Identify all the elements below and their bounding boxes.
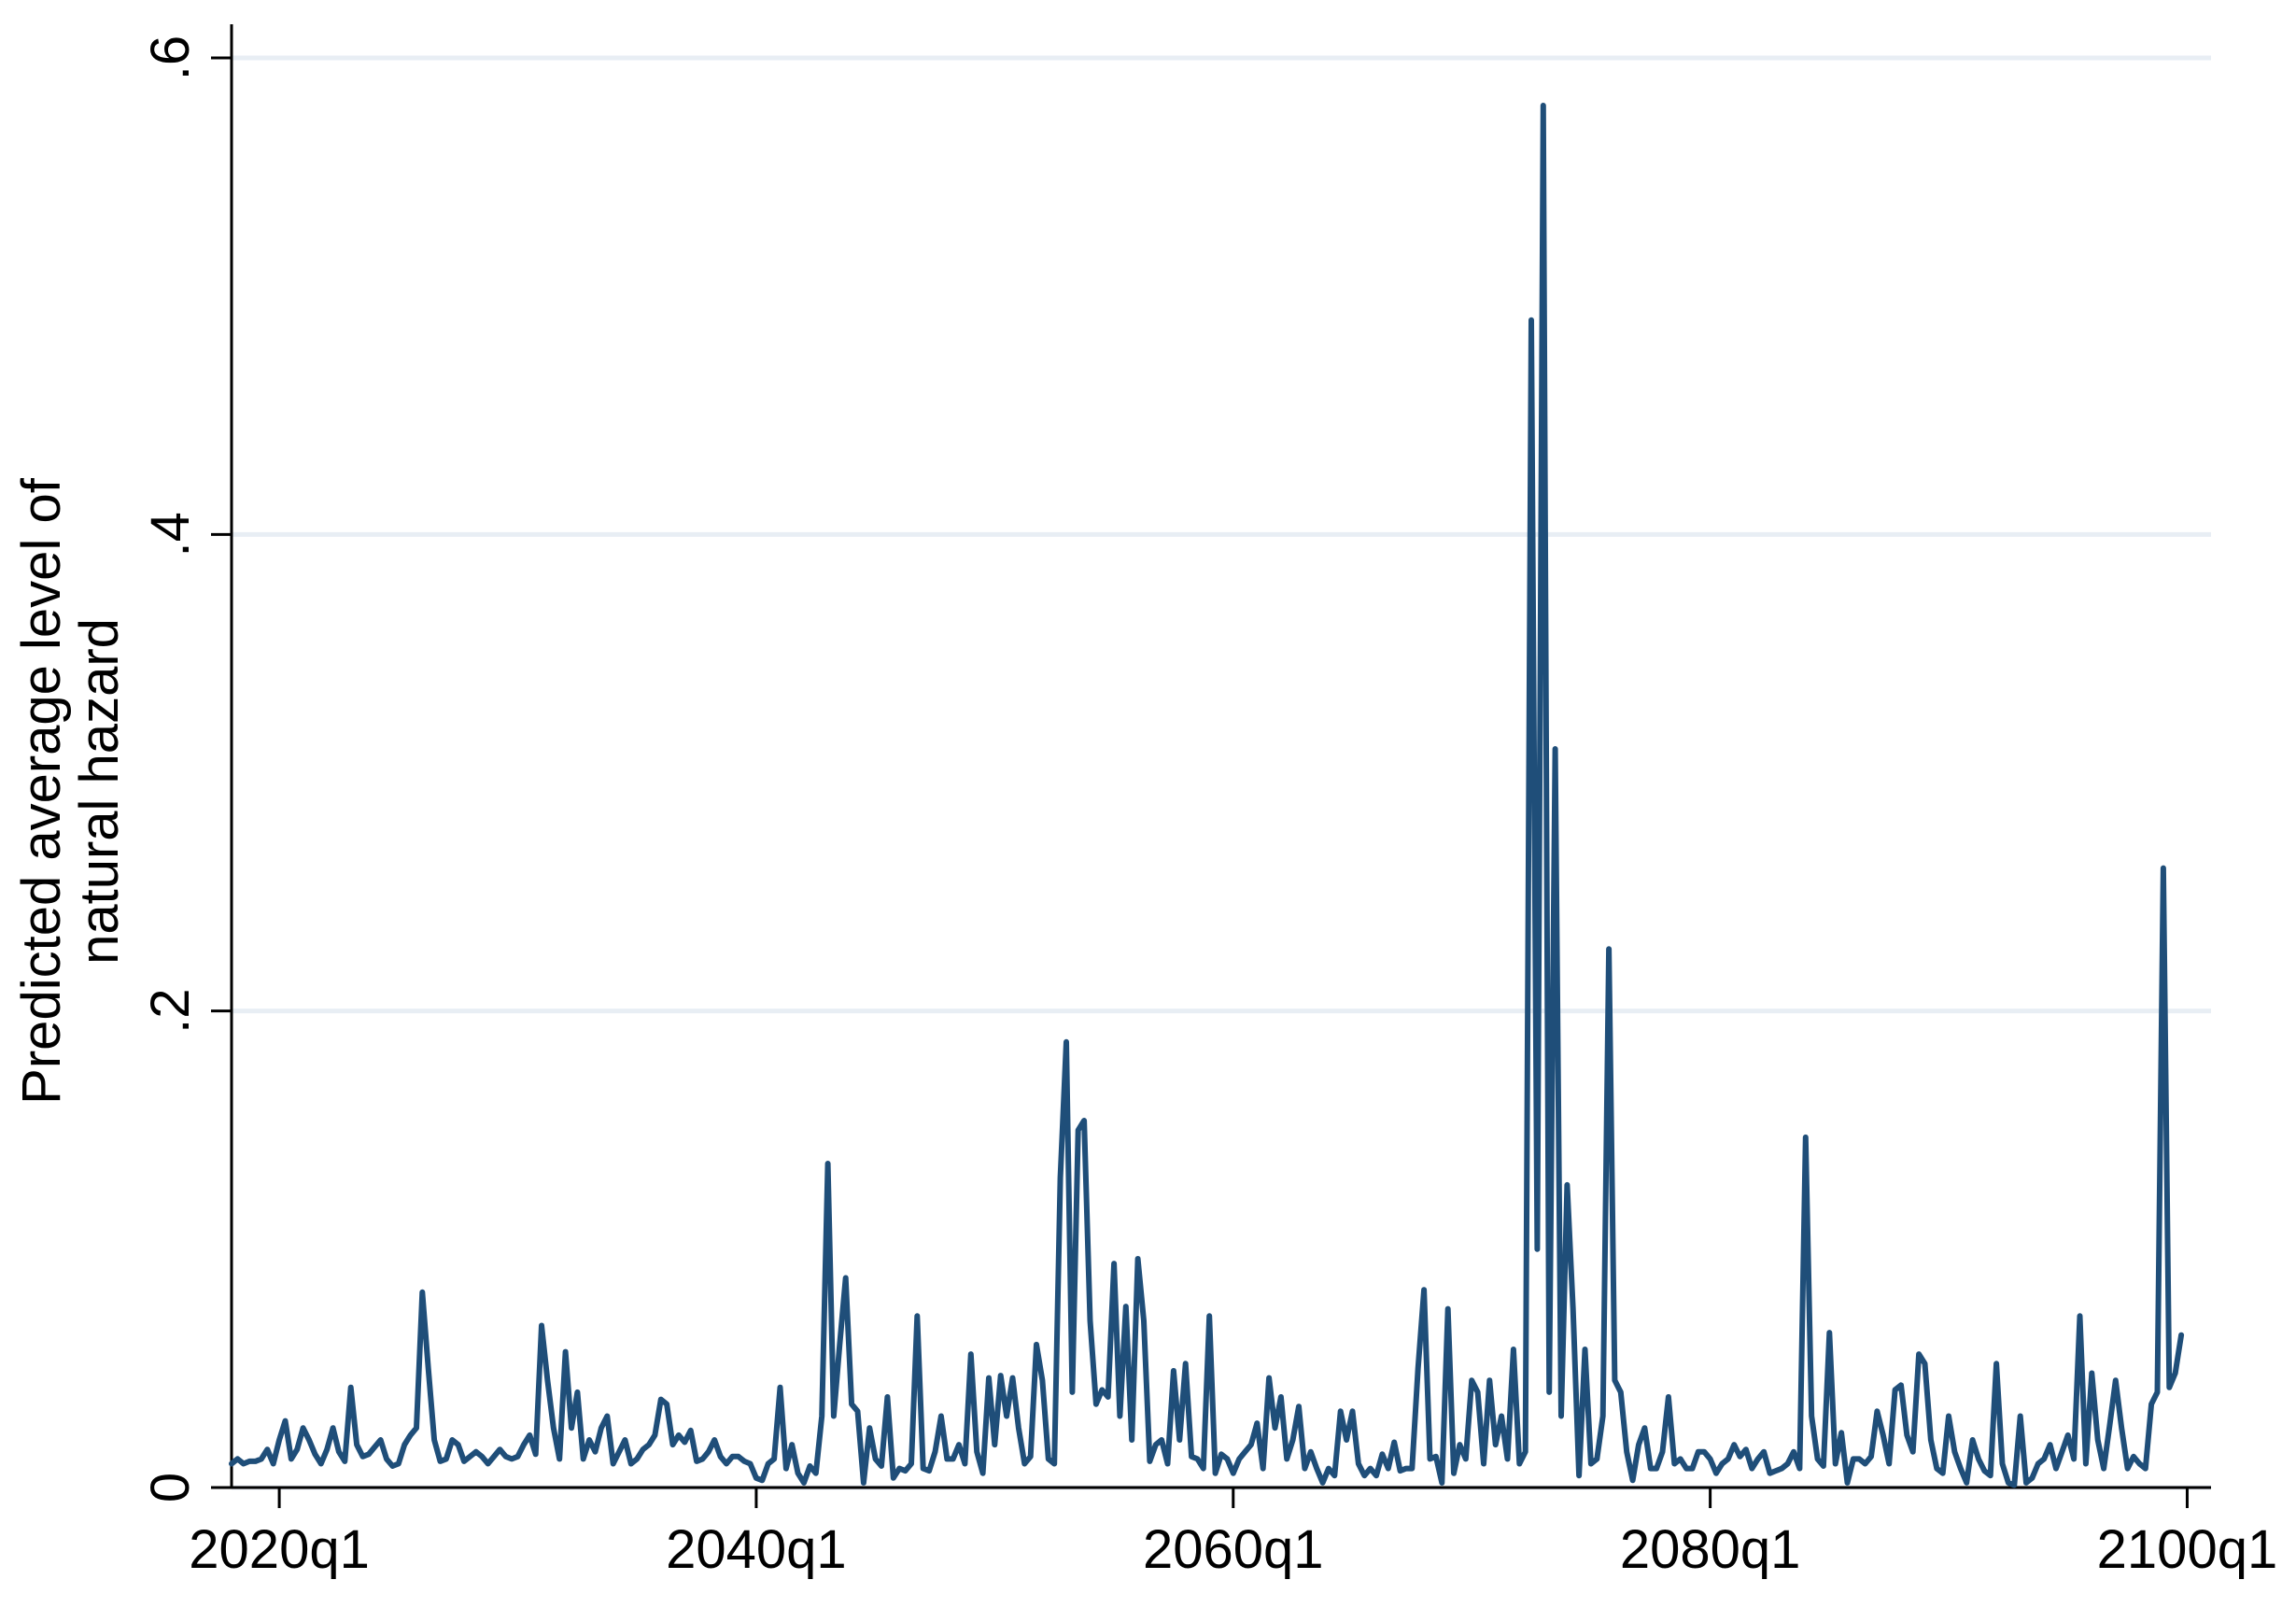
axes <box>211 24 2211 1508</box>
series-layer <box>229 103 2185 1488</box>
y-tick-label: .2 <box>140 988 201 1033</box>
x-tick-label: 2080q1 <box>1620 1519 1801 1580</box>
y-axis-title-line: natural hazard <box>69 618 130 965</box>
x-tick-label: 2020q1 <box>189 1519 370 1580</box>
series-line <box>229 103 2185 1488</box>
y-axis-title: Predicted average level ofnatural hazard <box>11 477 130 1105</box>
gridlines <box>232 55 2211 1490</box>
y-tick-label: 0 <box>140 1473 201 1502</box>
x-tick-label: 2040q1 <box>666 1519 847 1580</box>
y-tick-label: .4 <box>140 512 201 557</box>
labels: 0 .2 .4 .6 2020q1 2040q1 2060q1 2080q1 2100q1 Pre… <box>11 35 2277 1580</box>
y-tick-label: .6 <box>140 35 201 80</box>
x-tick-label: 2100q1 <box>2097 1519 2278 1580</box>
x-tick-label: 2060q1 <box>1143 1519 1324 1580</box>
y-axis-title-line: Predicted average level of <box>11 477 72 1105</box>
